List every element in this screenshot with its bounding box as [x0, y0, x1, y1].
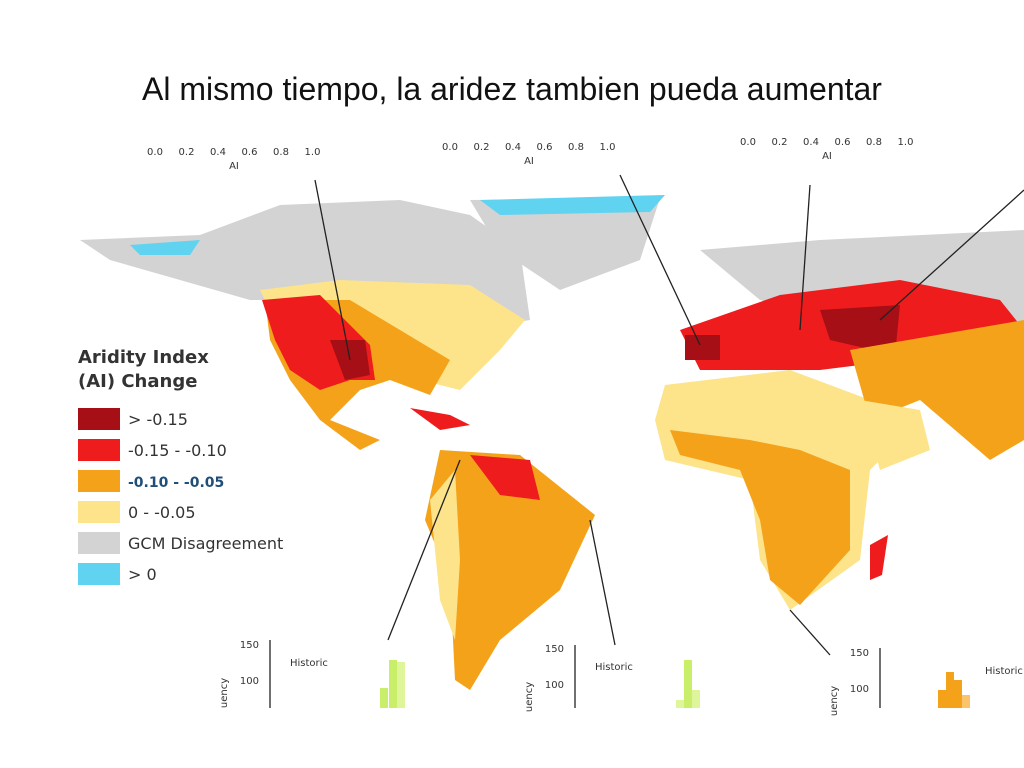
- legend-swatch: [78, 532, 120, 554]
- scale-tick: 0.0: [740, 137, 756, 148]
- scale-tick: 0.8: [568, 142, 584, 153]
- legend-label: > -0.15: [128, 410, 188, 429]
- inset-ylabel: uency: [829, 686, 840, 716]
- scale-tick: 0.6: [537, 142, 553, 153]
- inset-label: Historic: [985, 666, 1023, 677]
- legend-label: -0.10 - -0.05: [128, 475, 224, 491]
- legend-label: GCM Disagreement: [128, 534, 283, 553]
- scale-tick: 1.0: [600, 142, 616, 153]
- inset-tick: 150: [850, 648, 869, 659]
- scale-label: AI: [524, 156, 534, 167]
- world-map: [80, 174, 1024, 708]
- scale-label: AI: [229, 161, 239, 172]
- scale-tick: 0.4: [803, 137, 819, 148]
- scale-tick: 0.8: [273, 147, 289, 158]
- inset-tick: 100: [240, 676, 259, 687]
- scale-tick: 0.0: [442, 142, 458, 153]
- legend-label: 0 - -0.05: [128, 503, 196, 522]
- scale-tick: 0.4: [210, 147, 226, 158]
- scale-tick: 0.6: [835, 137, 851, 148]
- inset-tick: 100: [850, 684, 869, 695]
- legend-title: (AI) Change: [78, 371, 197, 392]
- legend-swatch: [78, 439, 120, 461]
- scale-tick: 0.0: [147, 147, 163, 158]
- scale-tick: 0.2: [474, 142, 490, 153]
- inset-ylabel: uency: [524, 682, 535, 712]
- inset-tick: 150: [240, 640, 259, 651]
- inset-label: Historic: [595, 662, 633, 673]
- inset-tick: 100: [545, 680, 564, 691]
- inset-tick: 150: [545, 644, 564, 655]
- scale-tick: 0.6: [242, 147, 258, 158]
- legend-swatch: [78, 470, 120, 492]
- scale-tick: 1.0: [305, 147, 321, 158]
- legend-swatch: [78, 408, 120, 430]
- slide-title: Al mismo tiempo, la aridez tambien pueda…: [142, 71, 882, 107]
- scale-tick: 1.0: [898, 137, 914, 148]
- legend-label: > 0: [128, 565, 157, 584]
- scale-tick: 0.2: [179, 147, 195, 158]
- legend-swatch: [78, 563, 120, 585]
- legend-swatch: [78, 501, 120, 523]
- inset-label: Historic: [290, 658, 328, 669]
- scale-label: AI: [822, 151, 832, 162]
- scale-tick: 0.8: [866, 137, 882, 148]
- overlay: Aridity Index (AI) Change > -0.15 -0.15 - -…: [78, 137, 1023, 716]
- scale-tick: 0.4: [505, 142, 521, 153]
- legend-title: Aridity Index: [78, 347, 209, 368]
- legend-label: -0.15 - -0.10: [128, 441, 227, 460]
- scale-tick: 0.2: [772, 137, 788, 148]
- inset-ylabel: uency: [219, 678, 230, 708]
